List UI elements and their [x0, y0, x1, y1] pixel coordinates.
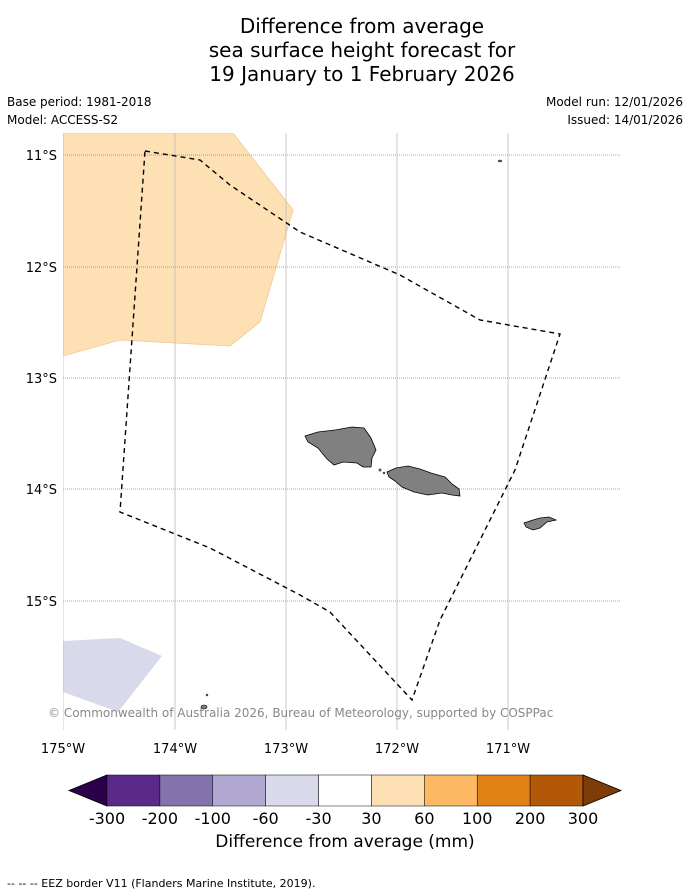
title-line-3: 19 January to 1 February 2026: [209, 62, 515, 86]
colorbar-tick-label: 200: [515, 809, 546, 828]
colorbar-tick-label: 30: [361, 809, 381, 828]
lat-label: 14°S: [26, 483, 57, 498]
title-line-1: Difference from average: [239, 14, 485, 38]
longitude-labels: 175°W 174°W 173°W 172°W 171°W: [41, 742, 530, 757]
colorbar-title: Difference from average (mm): [215, 832, 475, 852]
lat-label: 11°S: [26, 149, 57, 164]
map-title: Difference from average sea surface heig…: [0, 14, 690, 86]
lat-label: 15°S: [26, 595, 57, 610]
lon-label: 172°W: [375, 742, 419, 757]
colorbar-tick-label: -60: [253, 809, 279, 828]
colorbar-tick-label: -300: [89, 809, 125, 828]
tutuila-island: [523, 516, 558, 531]
colorbar-segment: [476, 774, 531, 807]
lon-label: 174°W: [153, 742, 197, 757]
model-name: Model: ACCESS-S2: [7, 113, 119, 127]
islet: [205, 693, 209, 697]
islet: [382, 471, 386, 475]
lat-label: 12°S: [26, 261, 57, 276]
positive-anomaly-region: [63, 133, 294, 357]
islet: [200, 704, 208, 710]
colorbar-segment: [318, 774, 372, 807]
eez-border: [119, 150, 561, 702]
title-line-2: sea surface height forecast for: [208, 38, 516, 62]
islet: [497, 159, 503, 163]
lon-label: 175°W: [41, 742, 85, 757]
meridians: [63, 133, 509, 730]
issued-date: Issued: 14/01/2026: [567, 113, 683, 127]
lon-label: 171°W: [486, 742, 530, 757]
lat-label: 13°S: [26, 372, 57, 387]
colorbar-segment: [265, 774, 319, 807]
islet: [378, 468, 382, 472]
colorbar-tick-label: 100: [462, 809, 493, 828]
savaii-island: [304, 426, 377, 468]
latitude-labels: 11°S 12°S 13°S 14°S 15°S: [26, 149, 57, 610]
colorbar: -300 -200 -100 -60 -30 30 60 100 200 300: [67, 774, 623, 828]
colorbar-tick-label: 60: [414, 809, 434, 828]
colorbar-over-arrow: [582, 774, 623, 807]
colorbar-segment: [424, 774, 478, 807]
colorbar-segment: [529, 774, 584, 807]
negative-anomaly-region: [63, 638, 162, 712]
colorbar-tick-label: -200: [142, 809, 178, 828]
colorbar-under-arrow: [67, 774, 108, 807]
eez-legend-note: -- -- -- EEZ border V11 (Flanders Marine…: [7, 877, 316, 890]
lon-label: 173°W: [264, 742, 308, 757]
map-area: [63, 133, 620, 730]
colorbar-tick-label: -30: [305, 809, 331, 828]
colorbar-segment: [371, 774, 425, 807]
model-run: Model run: 12/01/2026: [545, 95, 683, 109]
colorbar-segment: [159, 774, 214, 807]
colorbar-segment: [212, 774, 266, 807]
gridlines: [63, 154, 620, 602]
upolu-island: [386, 465, 461, 497]
copyright-notice: © Commonwealth of Australia 2026, Bureau…: [48, 706, 554, 720]
base-period: Base period: 1981-2018: [7, 95, 152, 109]
colorbar-tick-label: -100: [195, 809, 231, 828]
colorbar-segment: [106, 774, 161, 807]
colorbar-tick-label: 300: [568, 809, 599, 828]
